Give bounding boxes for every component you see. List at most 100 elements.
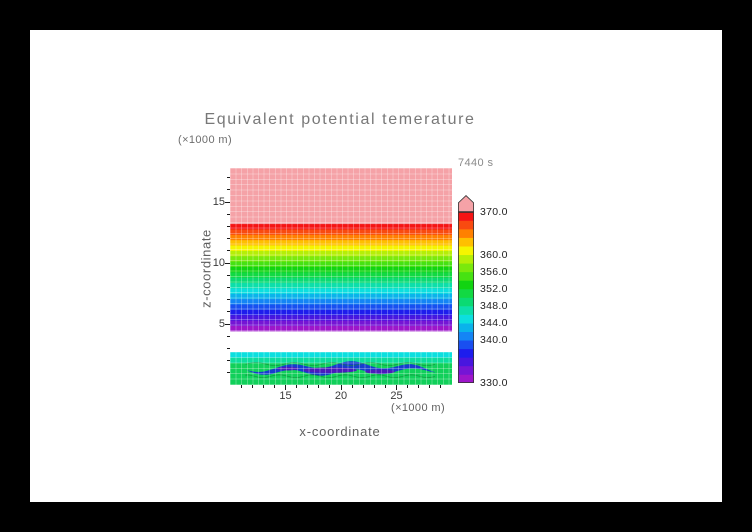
x-axis-tick xyxy=(396,385,397,390)
z-axis-tick xyxy=(227,238,230,240)
z-axis-tick xyxy=(227,189,230,191)
colorbar-label: 348.0 xyxy=(480,300,508,313)
colorbar-segment xyxy=(458,365,474,375)
z-axis-tick xyxy=(227,372,230,374)
colorbar-segment xyxy=(458,263,474,273)
colorbar-label: 370.0 xyxy=(480,206,508,218)
model-time-label: 7440 s xyxy=(458,157,494,169)
colorbar xyxy=(458,212,474,383)
colorbar-segment xyxy=(458,297,474,307)
contour-wiggle xyxy=(245,374,436,379)
x-axis-tick xyxy=(373,385,375,388)
x-axis-tick xyxy=(418,385,420,388)
theta-band xyxy=(230,352,452,358)
contour-wiggle xyxy=(245,361,436,367)
colorbar-segment xyxy=(458,288,474,298)
theta-band xyxy=(230,261,452,268)
z-axis-tick xyxy=(227,274,230,276)
theta-band xyxy=(230,277,452,284)
colorbar-segment xyxy=(458,220,474,230)
theta-band xyxy=(230,234,452,241)
theta-band xyxy=(230,331,452,353)
theta-band xyxy=(230,245,452,252)
colorbar-label: 352.0 xyxy=(480,282,508,295)
z-tick-label: 5 xyxy=(218,317,225,330)
colorbar-segment xyxy=(458,357,474,367)
z-axis-tick xyxy=(227,177,230,179)
theta-band xyxy=(230,288,452,295)
z-axis-tick xyxy=(227,360,230,362)
z-tick-label: 15 xyxy=(212,195,225,208)
low-theta-core xyxy=(365,369,395,374)
x-axis-tick xyxy=(329,385,331,388)
colorbar-label: 360.0 xyxy=(480,248,508,261)
z-axis-tick xyxy=(225,201,230,203)
colorbar-segment xyxy=(458,314,474,324)
colorbar-segment xyxy=(458,229,474,238)
x-axis-tick xyxy=(240,385,242,388)
theta-band xyxy=(230,357,452,364)
theta-band xyxy=(230,320,452,327)
theta-band xyxy=(230,315,452,322)
z-axis-tick xyxy=(227,299,230,301)
x-axis-tick xyxy=(351,385,353,388)
low-theta-core xyxy=(303,367,357,373)
figure-page: Equivalent potential temerature (×1000 m… xyxy=(30,30,722,502)
x-axis-tick xyxy=(251,385,253,388)
colorbar-segment xyxy=(458,323,474,332)
z-axis-tick xyxy=(227,250,230,252)
colorbar-segment xyxy=(458,246,474,256)
x-tick-label: 25 xyxy=(390,390,403,402)
x-axis-tick xyxy=(273,385,275,388)
colorbar-segment xyxy=(458,212,474,221)
x-axis-tick xyxy=(407,385,409,388)
z-axis-units-label: (×1000 m) xyxy=(178,134,233,146)
x-axis-tick xyxy=(307,385,309,388)
x-axis-tick xyxy=(429,385,431,388)
theta-band xyxy=(230,250,452,257)
x-tick-label: 15 xyxy=(279,390,292,402)
theta-band xyxy=(230,229,452,236)
contour-plot xyxy=(230,168,452,385)
colorbar-label: 330.0 xyxy=(480,377,508,389)
x-axis-tick xyxy=(384,385,386,388)
z-axis-tick xyxy=(227,335,230,337)
z-axis-tick xyxy=(227,226,230,228)
colorbar-segment xyxy=(458,280,474,290)
plot-area xyxy=(230,168,452,385)
z-axis-tick xyxy=(227,311,230,313)
x-tick-label: 20 xyxy=(334,390,348,402)
theta-band xyxy=(230,309,452,316)
colorbar-segment xyxy=(458,340,474,350)
theta-band xyxy=(230,283,452,289)
colorbar-segment xyxy=(458,271,474,281)
z-axis-tick xyxy=(227,213,230,215)
colorbar-label: 344.0 xyxy=(480,317,508,330)
theta-band xyxy=(230,326,452,332)
theta-band xyxy=(230,224,452,230)
z-axis-tick xyxy=(227,347,230,349)
theta-band xyxy=(230,299,452,305)
x-axis-tick xyxy=(340,385,342,390)
x-axis-tick xyxy=(440,385,442,388)
colorbar-segment xyxy=(458,331,474,341)
x-axis-label: x-coordinate xyxy=(299,424,381,439)
z-axis-tick xyxy=(225,262,230,264)
colorbar-cap-shape xyxy=(458,195,474,212)
x-axis-tick xyxy=(285,385,286,390)
theta-band xyxy=(230,256,452,263)
x-axis-tick xyxy=(362,385,364,388)
z-axis-tick xyxy=(227,286,230,288)
theta-band xyxy=(230,293,452,300)
theta-band xyxy=(230,304,452,311)
colorbar-segment xyxy=(458,237,474,247)
colorbar-label: 340.0 xyxy=(480,334,508,347)
theta-band xyxy=(230,266,452,273)
colorbar-segment xyxy=(458,306,474,315)
theta-band xyxy=(230,272,452,279)
colorbar-outline xyxy=(458,212,474,383)
x-axis-tick xyxy=(318,385,320,388)
colorbar-segment xyxy=(458,374,474,383)
colorbar-segment xyxy=(458,254,474,264)
